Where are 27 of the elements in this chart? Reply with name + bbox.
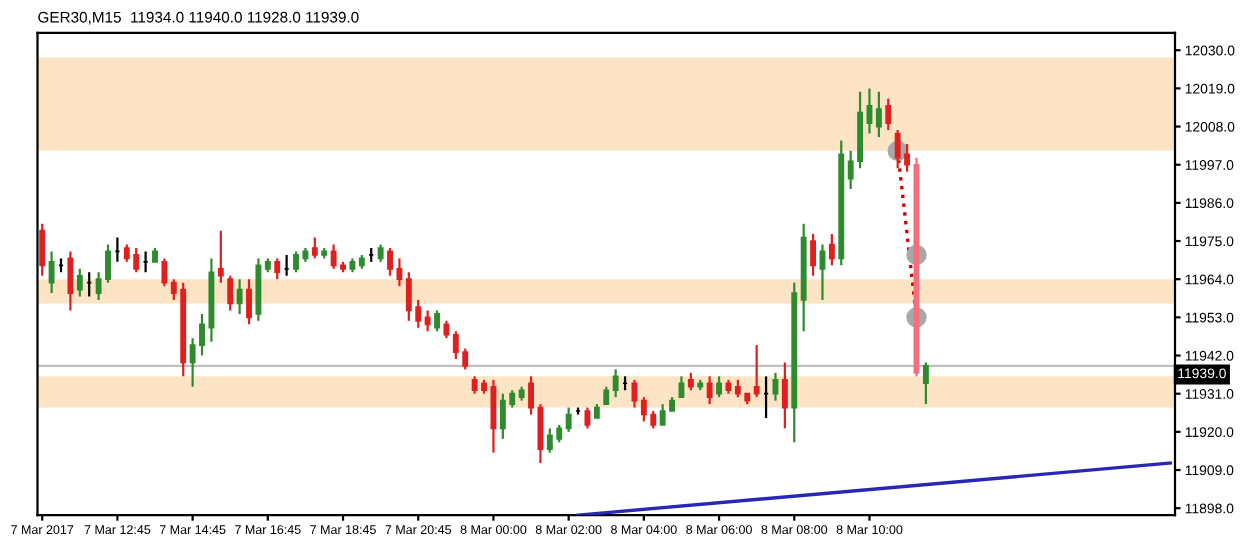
candlestick <box>828 232 835 267</box>
candlestick <box>274 257 281 281</box>
candlestick <box>424 309 431 333</box>
candlestick <box>781 361 788 430</box>
candlestick <box>39 222 46 277</box>
candlestick <box>678 375 685 399</box>
candlestick <box>922 361 929 406</box>
candlestick <box>810 232 817 277</box>
candlestick <box>311 236 318 260</box>
candlestick <box>161 257 168 288</box>
candlestick <box>875 90 882 139</box>
candlestick <box>236 278 243 316</box>
candlestick <box>48 250 55 295</box>
candlestick <box>753 344 760 399</box>
candlestick <box>246 278 252 326</box>
candlestick <box>227 274 234 312</box>
candlestick <box>772 371 779 402</box>
candlestick <box>716 375 723 399</box>
candlestick <box>885 97 892 132</box>
candlestick <box>612 368 619 399</box>
candlestick <box>67 250 74 312</box>
candlestick <box>76 267 83 298</box>
candlestick <box>565 406 572 433</box>
candlestick <box>217 229 224 284</box>
candlestick <box>434 309 440 333</box>
candlestick <box>584 406 591 430</box>
candlestick <box>706 375 713 406</box>
